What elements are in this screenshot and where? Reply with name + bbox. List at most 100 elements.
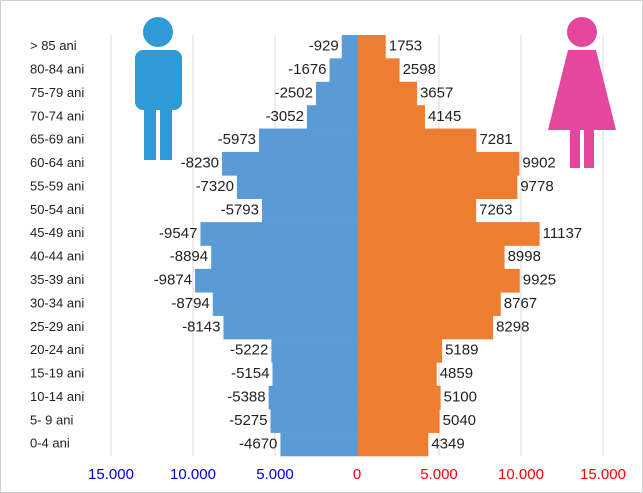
bar — [236, 175, 357, 200]
y-tick-label: 80-84 ani — [30, 62, 84, 77]
x-tick-label: 0 — [353, 466, 361, 483]
x-tick-label: 15.000 — [88, 466, 134, 483]
data-label: -5222 — [230, 342, 268, 359]
y-tick-label: 5- 9 ani — [30, 412, 73, 427]
y-tick-label: > 85 ani — [30, 38, 77, 53]
bar — [306, 105, 357, 129]
data-label: -1676 — [288, 61, 326, 78]
data-label: 4349 — [431, 435, 464, 452]
data-label: 9778 — [520, 178, 553, 195]
data-label: -3052 — [266, 108, 304, 125]
x-tick-label: 5.000 — [256, 466, 294, 483]
x-tick-label: 10.000 — [498, 466, 544, 483]
bar — [329, 58, 357, 83]
data-label: 7263 — [479, 201, 512, 218]
data-label: 2598 — [403, 61, 436, 78]
data-label: -8894 — [170, 248, 208, 265]
bar — [357, 409, 440, 433]
x-tick-label: 10.000 — [170, 466, 216, 483]
data-label: -5275 — [229, 412, 267, 429]
y-tick-label: 30-34 ani — [30, 295, 84, 310]
data-label: -5973 — [218, 131, 256, 148]
data-label: 8767 — [504, 295, 537, 312]
data-label: -8230 — [181, 155, 219, 172]
data-label: 5189 — [445, 342, 478, 359]
bar — [261, 198, 357, 223]
x-tick-label: 5.000 — [420, 466, 458, 483]
y-tick-label: 25-29 ani — [30, 319, 84, 334]
y-tick-label: 55-59 ani — [30, 178, 84, 193]
data-label: -5793 — [221, 201, 259, 218]
data-label: -5154 — [231, 365, 269, 382]
bar — [211, 245, 357, 270]
data-label: -2502 — [275, 84, 313, 101]
bar — [212, 292, 357, 316]
bar — [357, 432, 429, 457]
data-label: 1753 — [389, 38, 422, 55]
bar — [223, 315, 357, 340]
data-label: 5040 — [443, 412, 476, 429]
x-tick-label: 15.000 — [580, 466, 626, 483]
bar — [280, 432, 357, 457]
bar — [357, 198, 477, 223]
bar — [357, 315, 494, 340]
data-label: -4670 — [239, 435, 277, 452]
data-label: 3657 — [420, 84, 453, 101]
bar — [270, 409, 357, 433]
data-label: 5100 — [444, 388, 477, 405]
bar — [357, 81, 417, 106]
bar — [357, 222, 540, 246]
bar — [271, 339, 357, 363]
bar — [357, 35, 386, 59]
bar — [357, 245, 505, 270]
data-label: -8143 — [182, 318, 220, 335]
bar — [222, 151, 357, 176]
data-label: 11137 — [543, 225, 583, 242]
data-label: -929 — [309, 38, 339, 55]
y-tick-label: 15-19 ani — [30, 366, 84, 381]
bar — [357, 58, 400, 83]
bar — [357, 385, 441, 410]
bar — [357, 151, 520, 176]
data-label: -5388 — [227, 388, 265, 405]
data-label: 4859 — [440, 365, 473, 382]
y-tick-label: 70-74 ani — [30, 108, 84, 123]
bar — [272, 362, 357, 387]
data-label: -9547 — [159, 225, 197, 242]
bar — [357, 292, 501, 316]
y-tick-label: 0-4 ani — [30, 436, 70, 451]
bar — [357, 339, 443, 363]
y-tick-label: 20-24 ani — [30, 342, 84, 357]
data-label: 8298 — [496, 318, 529, 335]
y-tick-label: 35-39 ani — [30, 272, 84, 287]
y-tick-label: 45-49 ani — [30, 225, 84, 240]
bar — [357, 268, 520, 293]
bar — [195, 268, 357, 293]
bar — [259, 128, 357, 153]
bar — [357, 362, 437, 387]
bar — [357, 128, 477, 153]
y-tick-label: 75-79 ani — [30, 85, 84, 100]
data-label: 7281 — [479, 131, 512, 148]
bar — [341, 35, 357, 59]
bar — [315, 81, 357, 106]
y-tick-label: 50-54 ani — [30, 202, 84, 217]
data-label: -7320 — [196, 178, 234, 195]
data-label: 8998 — [508, 248, 541, 265]
male-icon — [135, 17, 182, 160]
bar — [357, 175, 518, 200]
bar — [200, 222, 357, 246]
data-label: 4145 — [428, 108, 461, 125]
y-tick-label: 65-69 ani — [30, 132, 84, 147]
data-label: -8794 — [171, 295, 209, 312]
bar — [268, 385, 357, 410]
y-tick-label: 60-64 ani — [30, 155, 84, 170]
data-label: 9902 — [522, 155, 555, 172]
female-icon — [548, 17, 616, 168]
data-label: 9925 — [523, 272, 556, 289]
data-label: -9874 — [154, 272, 192, 289]
bar — [357, 105, 425, 129]
y-tick-label: 40-44 ani — [30, 249, 84, 264]
y-tick-label: 10-14 ani — [30, 389, 84, 404]
